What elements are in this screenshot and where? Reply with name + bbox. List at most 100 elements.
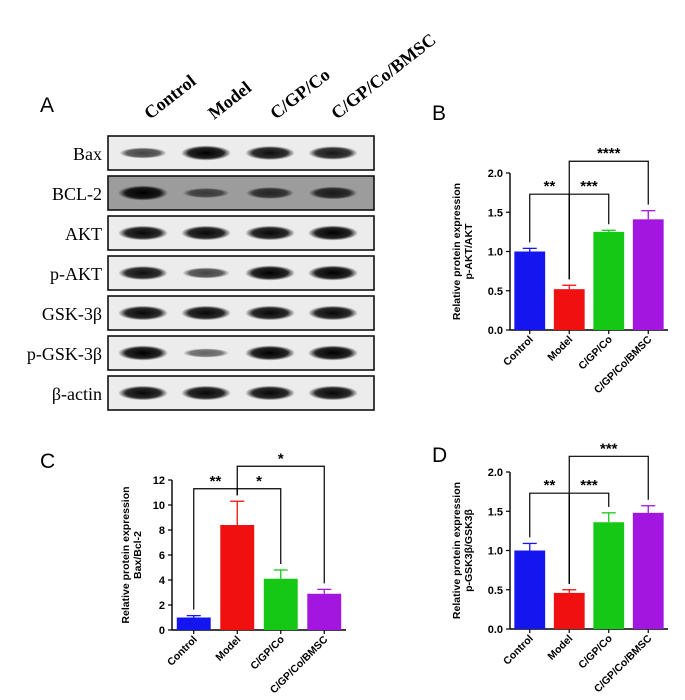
x-tick-label: Control: [165, 634, 200, 669]
blot-band: [181, 385, 231, 401]
x-tick-label: Model: [545, 633, 575, 663]
blot-band: [308, 265, 358, 281]
y-tick-label: 4: [159, 575, 166, 587]
blot-group-label: Model: [204, 77, 255, 123]
blot-band: [182, 348, 230, 358]
bar: [593, 231, 625, 330]
chart-c-bax-bcl2: 0 2 4 6 8 10 12 Relative protein expression Bax/…: [120, 450, 346, 696]
panel-label-b: B: [432, 102, 446, 125]
chart-d-pgsk3b-gsk3b: 0.0 0.5 1.0 1.5 2.0 Relative protein expressi…: [451, 440, 668, 695]
blot-band: [308, 186, 358, 200]
blot-group-label: C/GP/Co/BMSC: [327, 29, 439, 123]
significance-bracket: [568, 160, 649, 280]
y-tick-label: 0.0: [488, 325, 503, 337]
x-tick-label: C/GP/Co: [576, 334, 615, 373]
y-tick-label: 0.0: [488, 624, 503, 636]
blot-group-label: Control: [140, 71, 199, 123]
significance-label: *: [256, 473, 262, 490]
blot-band: [308, 385, 358, 401]
blot-band: [245, 225, 295, 241]
x-tick-label: Model: [213, 634, 243, 664]
panel-label-d: D: [432, 444, 447, 467]
blot-band: [245, 305, 295, 321]
blot-band: [118, 345, 168, 361]
significance-label: ***: [580, 178, 598, 195]
significance-label: ***: [600, 440, 618, 457]
blot-protein-label: GSK-3β: [42, 304, 102, 324]
bar: [553, 592, 585, 629]
y-axis-label: Relative protein expression: [451, 482, 463, 619]
significance-label: ***: [580, 477, 598, 494]
y-tick-label: 12: [153, 475, 165, 487]
x-tick-label: C/GP/Co: [248, 634, 287, 673]
blot-band: [245, 145, 295, 161]
blot-band: [118, 185, 168, 201]
x-tick-label: C/GP/Co: [576, 633, 615, 672]
bar: [220, 525, 255, 630]
blot-band: [245, 385, 295, 401]
y-tick-label: 6: [159, 550, 165, 562]
y-axis-label: p-AKT/AKT: [463, 223, 475, 280]
blot-band: [118, 265, 168, 281]
bar: [514, 550, 546, 629]
bar: [632, 219, 664, 330]
significance-label: *: [278, 450, 284, 467]
y-tick-label: 1.5: [488, 207, 503, 219]
y-tick-label: 0.5: [488, 585, 503, 597]
blot-band: [308, 225, 358, 241]
y-tick-label: 0.5: [488, 286, 503, 298]
blot-band: [308, 146, 358, 160]
blot-band: [118, 385, 168, 401]
blot-band: [246, 187, 294, 199]
significance-label: ****: [597, 145, 621, 162]
bar: [632, 512, 664, 629]
bar: [263, 578, 298, 630]
panel-label-c: C: [40, 450, 55, 473]
blot-band: [182, 187, 230, 199]
y-axis-label: Relative protein expression: [120, 486, 132, 623]
blot-band: [245, 265, 295, 281]
panel-label-a: A: [40, 94, 54, 117]
significance-bracket: [236, 465, 325, 584]
blot-band: [245, 345, 295, 361]
western-blot-panel: Control Model C/GP/CoC/GP/Co/BMSC Bax BCL-2 A…: [27, 29, 440, 411]
blot-group-label: C/GP/Co: [266, 64, 333, 123]
y-axis-label: Bax/Bcl-2: [132, 531, 144, 579]
y-tick-label: 1.0: [488, 546, 503, 558]
y-tick-label: 2: [159, 600, 165, 612]
y-tick-label: 1.5: [488, 506, 503, 518]
blot-protein-label: β-actin: [52, 384, 102, 404]
bar: [553, 289, 585, 330]
bar: [593, 522, 625, 629]
significance-label: **: [544, 477, 556, 494]
blot-protein-label: p-GSK-3β: [27, 344, 102, 364]
chart-b-pakt-akt: 0.0 0.5 1.0 1.5 2.0 Relative protein expressi…: [451, 145, 668, 396]
bar: [176, 617, 211, 630]
blot-band: [181, 225, 231, 241]
y-tick-label: 2.0: [488, 467, 503, 479]
blot-band: [118, 305, 168, 321]
blot-band: [308, 305, 358, 321]
significance-label: **: [544, 178, 556, 195]
blot-band: [181, 305, 231, 321]
x-tick-label: Model: [545, 334, 575, 364]
blot-band: [181, 145, 231, 161]
y-tick-label: 2.0: [488, 168, 503, 180]
bar: [307, 593, 342, 630]
significance-label: **: [210, 473, 222, 490]
x-tick-label: Control: [501, 334, 536, 369]
blot-protein-label: AKT: [65, 224, 102, 244]
x-tick-label: Control: [501, 633, 536, 668]
y-axis-label: p-GSK3β/GSK3β: [463, 508, 475, 591]
blot-protein-label: Bax: [73, 144, 102, 164]
y-tick-label: 0: [159, 625, 165, 637]
significance-bracket: [568, 455, 649, 584]
y-tick-label: 10: [153, 500, 165, 512]
y-tick-label: 1.0: [488, 247, 503, 259]
bar: [514, 251, 546, 330]
y-axis-label: Relative protein expression: [451, 183, 463, 320]
y-tick-label: 8: [159, 525, 165, 537]
blot-protein-label: BCL-2: [52, 184, 102, 204]
blot-band: [119, 147, 167, 159]
